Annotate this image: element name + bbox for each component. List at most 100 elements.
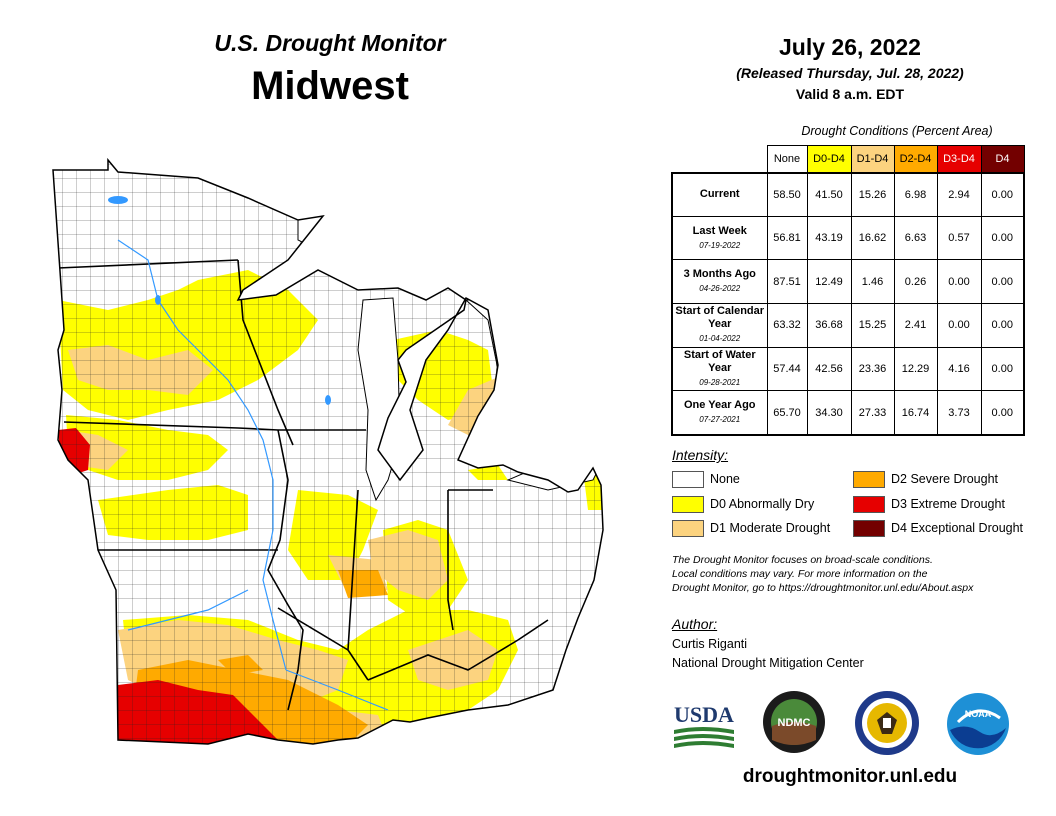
table-cell: 56.81	[766, 215, 808, 261]
legend-label: D4 Exceptional Drought	[891, 521, 1024, 535]
table-cell: 36.68	[806, 303, 852, 348]
legend-item-d1: D1 Moderate Drought	[672, 519, 830, 537]
table-row: Start of Calendar Year 01-04-2022 63.32 3…	[671, 303, 1025, 348]
row-label: One Year Ago	[683, 399, 756, 412]
legend-item-d2: D2 Severe Drought	[853, 470, 998, 488]
table-cell: 0.57	[936, 215, 982, 261]
noaa-logo-icon: NOAA	[946, 692, 1010, 756]
legend-swatch	[672, 470, 704, 488]
table-cell: 0.00	[980, 215, 1025, 261]
legend-label: D0 Abnormally Dry	[710, 497, 815, 511]
table-cell: 0.00	[936, 259, 982, 305]
table-cell: 4.16	[936, 346, 982, 392]
table-corner	[672, 146, 767, 173]
note-line: Drought Monitor, go to https://droughtmo…	[672, 582, 974, 594]
ndmc-logo-icon: NDMC	[762, 690, 826, 754]
legend-title: Intensity:	[672, 447, 729, 463]
table-cell: 12.49	[806, 259, 852, 305]
site-url: droughtmonitor.unl.edu	[742, 766, 958, 787]
disclaimer-note: The Drought Monitor focuses on broad-sca…	[672, 553, 1042, 595]
row-date: 04-26-2022	[699, 284, 741, 294]
row-label: Current	[699, 188, 740, 201]
legend-swatch	[853, 519, 885, 537]
row-label: Start of Water Year	[683, 349, 756, 375]
table-cell: 0.00	[980, 172, 1025, 217]
midwest-map-svg	[52, 157, 604, 745]
col-header-none: None	[766, 145, 808, 173]
col-header-d2-d4: D2-D4	[893, 145, 938, 173]
row-label: Last Week	[692, 224, 747, 237]
row-label: 3 Months Ago	[683, 268, 756, 281]
table-cell: 0.26	[893, 259, 938, 305]
release-date: (Released Thursday, Jul. 28, 2022)	[736, 65, 964, 81]
map-date: July 26, 2022	[779, 34, 921, 60]
inland-lakes	[108, 196, 331, 405]
table-cell: 6.98	[893, 172, 938, 217]
table-cell: 6.63	[893, 215, 938, 261]
table-cell: 1.46	[850, 259, 895, 305]
usda-logo-icon: USDA	[672, 700, 736, 750]
usda-logo-text: USDA	[674, 702, 734, 727]
row-date: 07-19-2022	[699, 240, 741, 250]
map-subtitle: U.S. Drought Monitor	[214, 30, 446, 56]
table-cell: 0.00	[936, 303, 982, 348]
row-date: 09-28-2021	[699, 378, 741, 388]
table-cell: 58.50	[766, 172, 808, 217]
col-header-d4: D4	[980, 145, 1025, 173]
col-header-d0-d4: D0-D4	[806, 145, 852, 173]
table-cell: 63.32	[766, 303, 808, 348]
author-name: Curtis Riganti	[672, 637, 748, 651]
row-header: Start of Calendar Year 01-04-2022	[671, 303, 768, 348]
row-date: 01-04-2022	[699, 334, 741, 344]
valid-time: Valid 8 a.m. EDT	[795, 86, 905, 102]
table-cell: 0.00	[980, 259, 1025, 305]
ndmc-logo-text: NDMC	[778, 717, 811, 729]
row-header: Last Week 07-19-2022	[671, 215, 768, 261]
legend-label: D1 Moderate Drought	[710, 521, 831, 535]
legend-item-d4: D4 Exceptional Drought	[853, 519, 1023, 537]
col-header-d1-d4: D1-D4	[850, 145, 895, 173]
row-header: One Year Ago 07-27-2021	[671, 390, 768, 436]
legend-swatch	[853, 470, 885, 488]
table-cell: 2.41	[893, 303, 938, 348]
table-cell: 43.19	[806, 215, 852, 261]
table-cell: 65.70	[766, 390, 808, 436]
drought-map	[48, 150, 628, 770]
table-row: Last Week 07-19-2022 56.81 43.19 16.62 6.…	[671, 215, 1025, 261]
legend-label: None	[710, 472, 740, 486]
title-block: U.S. Drought Monitor Midwest	[150, 28, 510, 110]
table-cell: 57.44	[766, 346, 808, 392]
legend-label: D2 Severe Drought	[891, 472, 999, 486]
table-cell: 12.29	[893, 346, 938, 392]
legend-swatch	[853, 495, 885, 513]
table-cell: 2.94	[936, 172, 982, 217]
row-label: Start of Calendar Year	[675, 305, 765, 331]
legend-swatch	[672, 519, 704, 537]
date-block: July 26, 2022 (Released Thursday, Jul. 2…	[690, 32, 1010, 104]
state-borders	[57, 259, 549, 711]
table-cell: 34.30	[806, 390, 852, 436]
author-org: National Drought Mitigation Center	[672, 656, 864, 670]
table-row: Current 58.50 41.50 15.26 6.98 2.94 0.00	[671, 172, 1025, 217]
legend-label: D3 Extreme Drought	[891, 497, 1005, 511]
drought-layer	[53, 160, 603, 744]
table-cell: 15.25	[850, 303, 895, 348]
legend-swatch	[672, 495, 704, 513]
table-cell: 16.74	[893, 390, 938, 436]
author-title: Author:	[672, 616, 718, 632]
row-date: 07-27-2021	[699, 415, 741, 425]
row-header: Current	[671, 172, 768, 217]
commerce-seal-icon	[854, 690, 920, 756]
row-header: 3 Months Ago 04-26-2022	[671, 259, 768, 305]
noaa-logo-text: NOAA	[965, 709, 992, 719]
row-header: Start of Water Year 09-28-2021	[671, 346, 768, 392]
note-line: The Drought Monitor focuses on broad-sca…	[672, 554, 933, 566]
table-cell: 41.50	[806, 172, 852, 217]
legend-item-d3: D3 Extreme Drought	[853, 495, 1005, 513]
table-cell: 16.62	[850, 215, 895, 261]
table-cell: 0.00	[980, 346, 1025, 392]
table-cell: 87.51	[766, 259, 808, 305]
note-line: Local conditions may vary. For more info…	[672, 568, 928, 580]
table-caption: Drought Conditions (Percent Area)	[801, 124, 993, 138]
table-cell: 0.00	[980, 390, 1025, 436]
